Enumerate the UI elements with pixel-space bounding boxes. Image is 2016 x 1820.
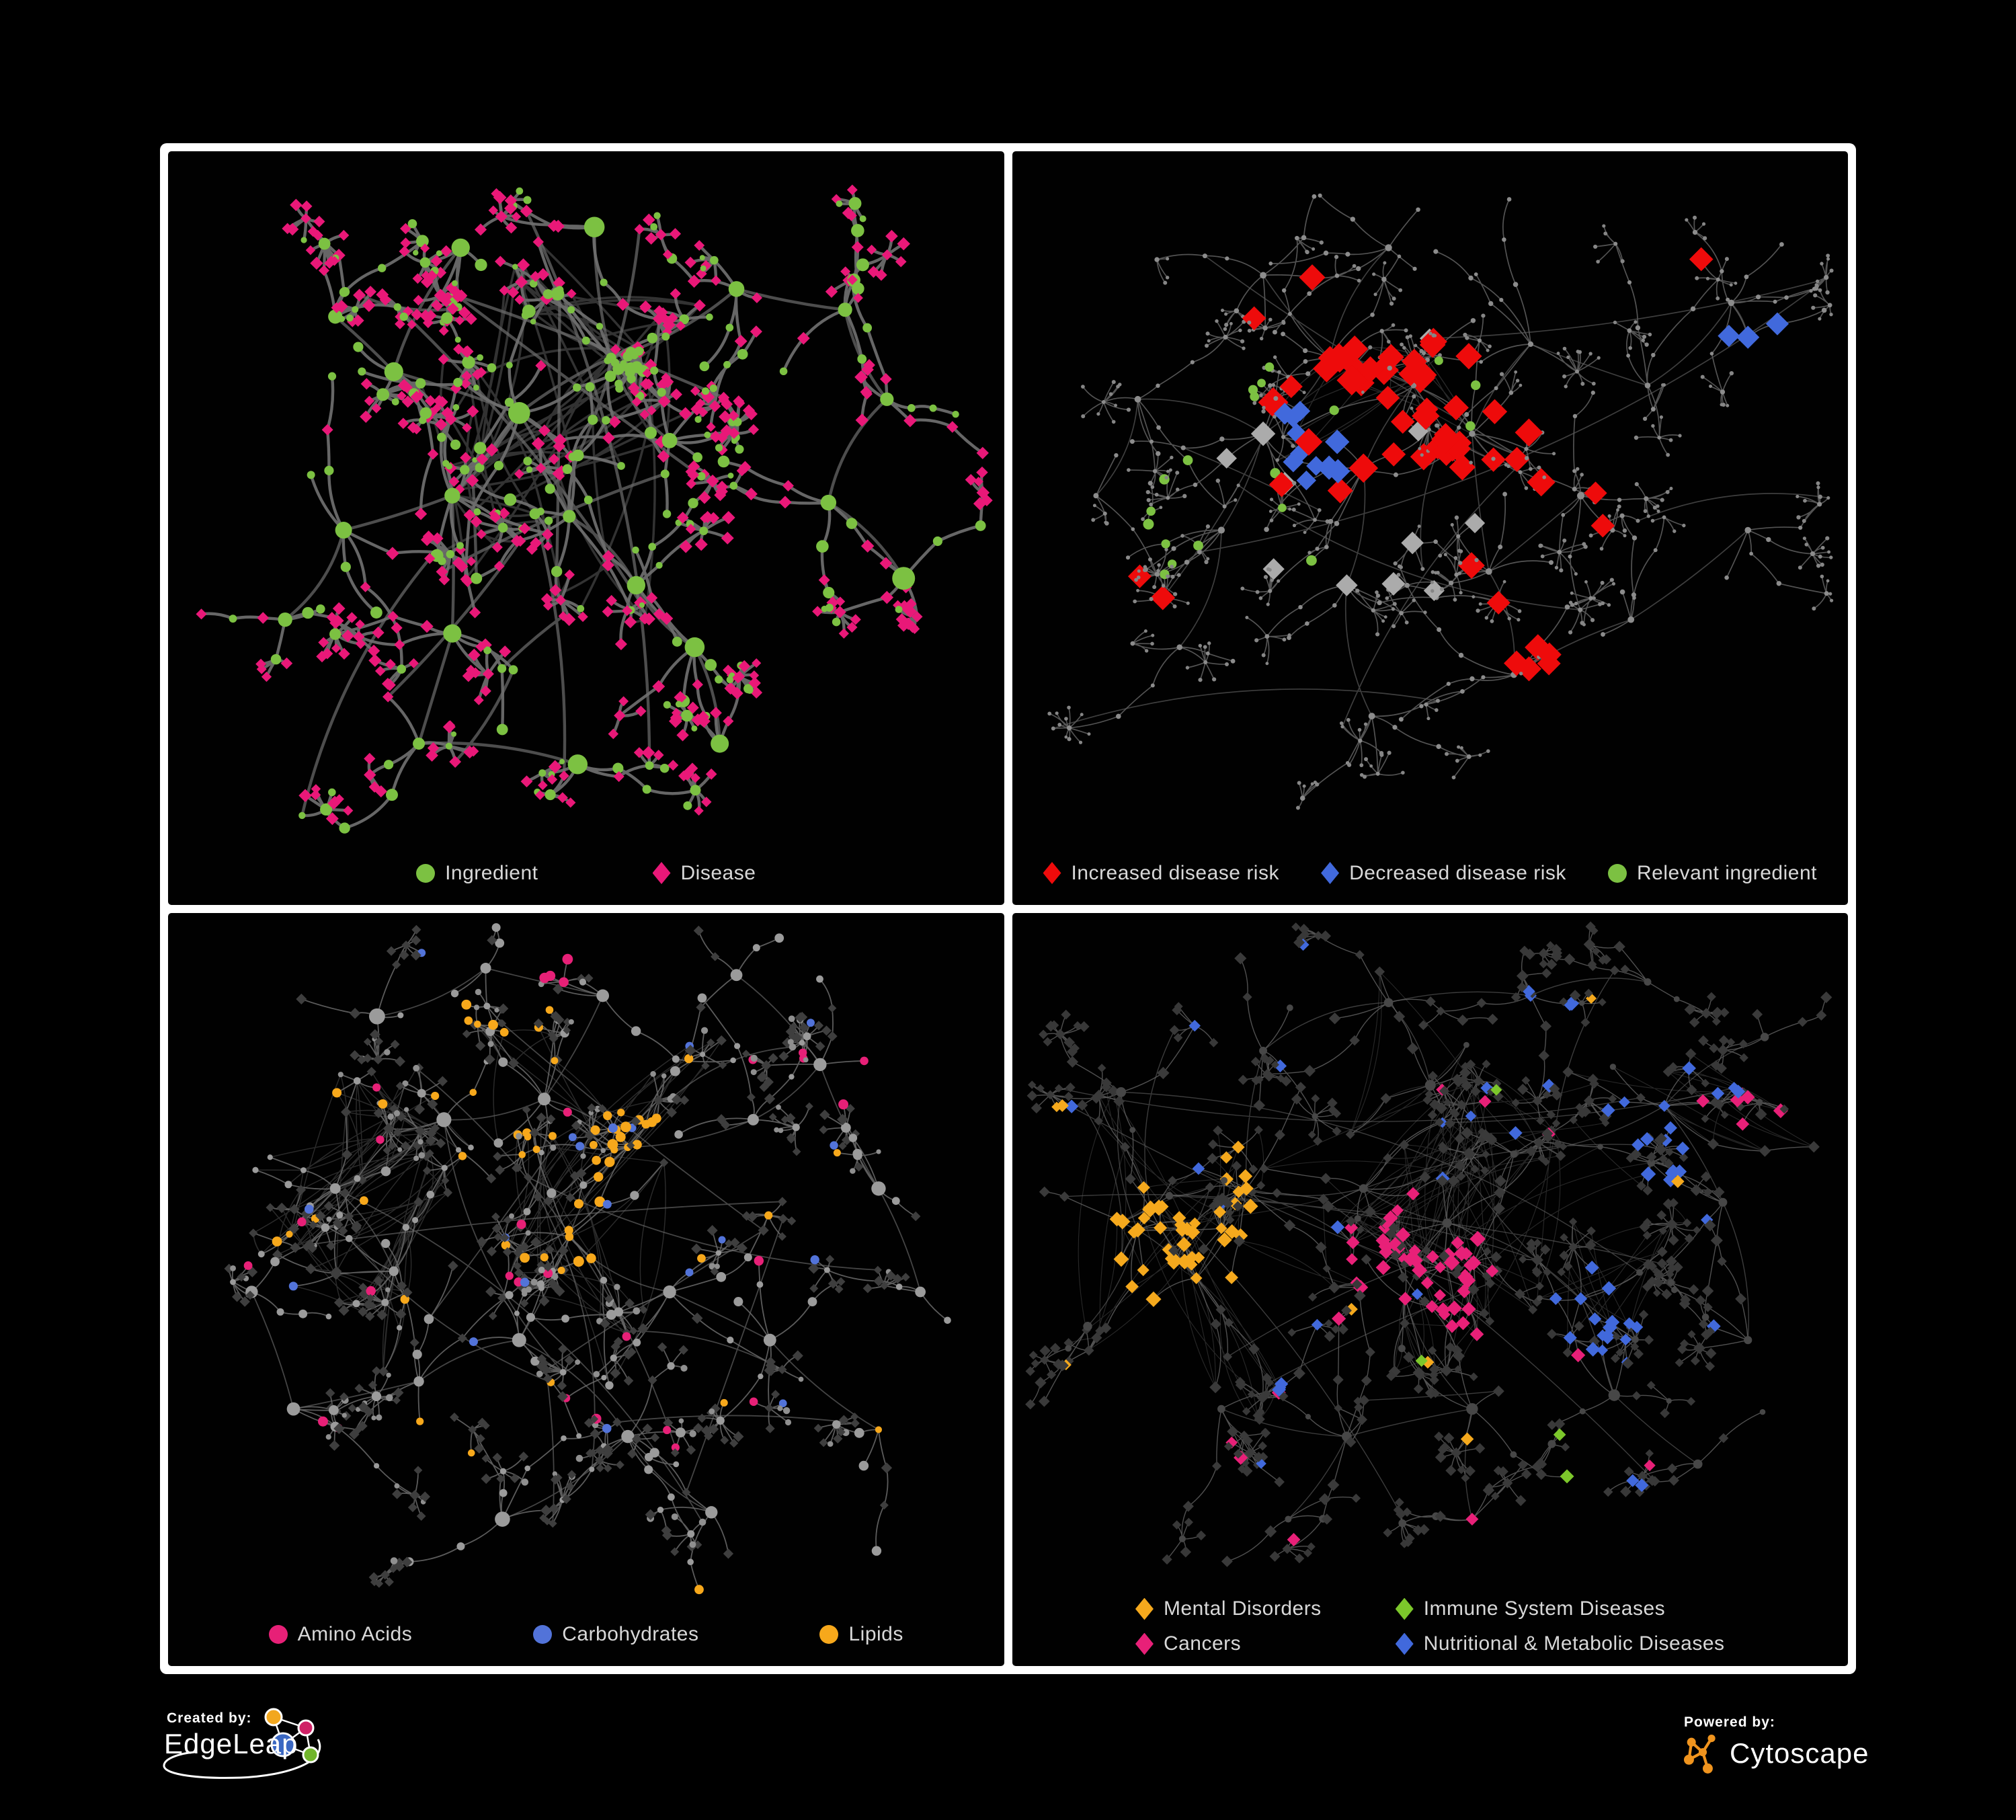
legend-diamond-swatch <box>1043 862 1061 884</box>
legend-ingredient-classes: Amino Acids Carbohydrates Lipids <box>168 1623 1004 1646</box>
legend-label: Increased disease risk <box>1071 861 1279 884</box>
legend-label: Lipids <box>848 1623 903 1645</box>
network-svg <box>1047 193 1834 810</box>
legend-label: Mental Disorders <box>1163 1597 1322 1620</box>
panel-ingredient-classes: Amino Acids Carbohydrates Lipids <box>168 912 1004 1666</box>
legend-circle-swatch <box>416 863 436 883</box>
legend-item: Immune System Diseases <box>1395 1597 1725 1620</box>
cytoscape-wordmark: Cytoscape <box>1730 1737 1869 1769</box>
network-canvas-ingredient-disease <box>168 151 1004 840</box>
legend-item: Increased disease risk <box>1043 862 1279 885</box>
legend-disease-classes: Mental Disorders Immune System Diseases Ca… <box>1012 1597 1849 1655</box>
cytoscape-credit: Powered by: Cytoscape <box>1684 1714 1886 1782</box>
figure-grid: Ingredient Disease Increased disease risk… <box>160 143 1856 1674</box>
legend-item: Ingredient <box>416 862 538 885</box>
legend-circle-swatch <box>533 1625 553 1644</box>
legend-label: Disease <box>680 861 756 884</box>
edgeleap-logo <box>163 1708 321 1779</box>
edgeleap-wordmark: EdgeLeap <box>164 1728 298 1759</box>
legend-label: Immune System Diseases <box>1423 1597 1666 1620</box>
legend-label: Decreased disease risk <box>1349 861 1566 884</box>
legend-label: Relevant ingredient <box>1636 861 1817 884</box>
network-canvas-disease-classes <box>1012 913 1849 1602</box>
legend-label: Carbohydrates <box>562 1623 699 1645</box>
edgeleap-node-green <box>302 1746 319 1764</box>
legend-item: Cancers <box>1135 1632 1322 1655</box>
legend-item: Amino Acids <box>268 1623 413 1646</box>
legend-diamond-swatch <box>1135 1632 1154 1655</box>
panel-disease-classes: Mental Disorders Immune System Diseases Ca… <box>1012 912 1849 1666</box>
network-svg <box>224 922 951 1594</box>
legend-diamond-swatch <box>1321 862 1340 884</box>
network-canvas-disease-risk <box>1012 151 1849 840</box>
legend-item: Carbohydrates <box>533 1623 698 1646</box>
legend-circle-swatch <box>819 1625 839 1644</box>
legend-item: Disease <box>652 861 756 885</box>
network-svg <box>196 184 993 834</box>
legend-item: Relevant ingredient <box>1607 861 1817 885</box>
legend-label: Ingredient <box>445 861 538 884</box>
legend-diamond-swatch <box>1395 1597 1414 1620</box>
panel-ingredient-disease: Ingredient Disease <box>168 151 1004 905</box>
legend-diamond-swatch <box>652 862 671 884</box>
legend-item: Mental Disorders <box>1135 1597 1322 1620</box>
legend-label: Cancers <box>1163 1632 1242 1655</box>
legend-diamond-swatch <box>1135 1597 1154 1620</box>
panel-disease-risk: Increased disease risk Decreased disease … <box>1012 151 1849 905</box>
network-svg <box>1024 920 1832 1567</box>
created-by-label: Created by: <box>167 1710 252 1726</box>
network-canvas-ingredient-classes <box>168 913 1004 1602</box>
legend-circle-swatch <box>268 1625 288 1644</box>
edgeleap-node-magenta <box>297 1719 315 1737</box>
cytoscape-logo-nodes <box>1684 1735 1716 1774</box>
legend-diamond-swatch <box>1395 1632 1414 1655</box>
edgeleap-node-blue <box>270 1732 296 1757</box>
legend-disease-risk: Increased disease risk Decreased disease … <box>1043 862 1818 885</box>
edgeleap-credit: Created by: EdgeLeap <box>160 1708 341 1793</box>
legend-item: Decreased disease risk <box>1321 862 1566 885</box>
legend-label: Amino Acids <box>297 1623 413 1645</box>
legend-item: Nutritional & Metabolic Diseases <box>1395 1632 1725 1655</box>
legend-circle-swatch <box>1607 863 1627 883</box>
legend-label: Nutritional & Metabolic Diseases <box>1423 1632 1725 1655</box>
powered-by-label: Powered by: <box>1684 1714 1775 1730</box>
edgeleap-node-orange <box>264 1708 283 1727</box>
legend-ingredient-disease: Ingredient Disease <box>168 862 1004 885</box>
cytoscape-logo <box>1684 1735 1716 1774</box>
legend-item: Lipids <box>819 1623 903 1646</box>
